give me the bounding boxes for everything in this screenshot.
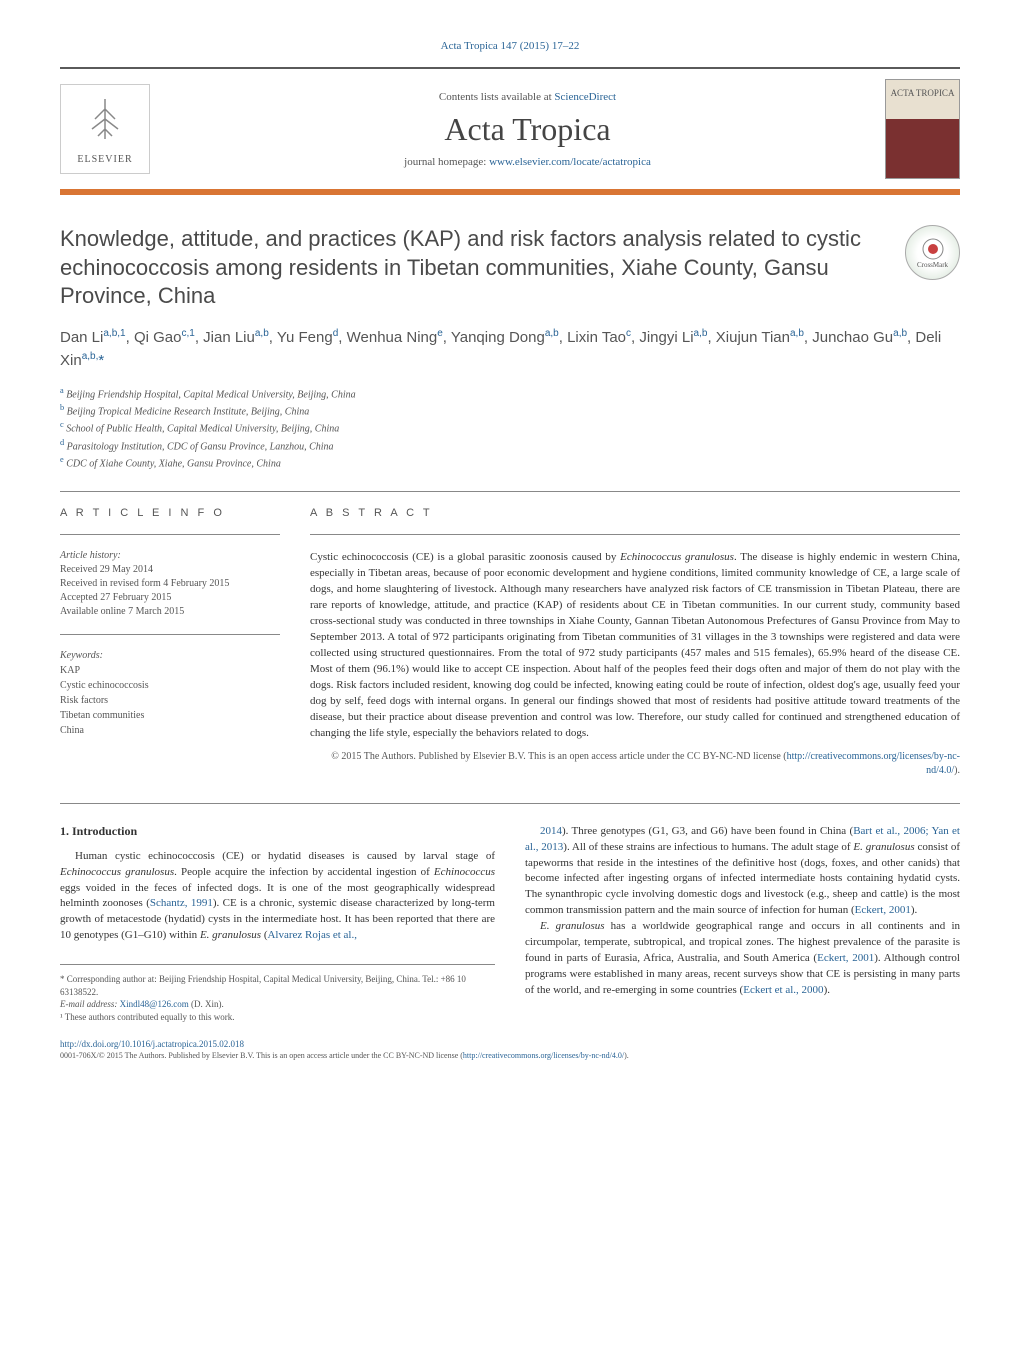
body-col-left: 1. Introduction Human cystic echinococco… (60, 824, 495, 1024)
doi-link[interactable]: http://dx.doi.org/10.1016/j.actatropica.… (60, 1039, 244, 1049)
email-note: E-mail address: Xindl48@126.com (D. Xin)… (60, 998, 495, 1011)
abstract-copyright: © 2015 The Authors. Published by Elsevie… (310, 750, 960, 778)
abstract-heading: A B S T R A C T (310, 507, 960, 519)
info-divider-1 (60, 534, 280, 535)
elsevier-text: ELSEVIER (77, 154, 132, 165)
affiliations: a Beijing Friendship Hospital, Capital M… (60, 385, 960, 472)
email-suffix: (D. Xin). (189, 999, 224, 1009)
email-link[interactable]: Xindl48@126.com (120, 999, 189, 1009)
history-heading: Article history: (60, 550, 280, 561)
footer-doi: http://dx.doi.org/10.1016/j.actatropica.… (60, 1039, 960, 1049)
affiliation-line: c School of Public Health, Capital Medic… (60, 419, 960, 436)
intro-para-3: E. granulosus has a worldwide geographic… (525, 919, 960, 999)
article-title: Knowledge, attitude, and practices (KAP)… (60, 225, 885, 311)
crossmark-label: CrossMark (917, 261, 948, 269)
banner-center: Contents lists available at ScienceDirec… (170, 91, 885, 168)
info-abstract-row: A R T I C L E I N F O Article history: R… (60, 507, 960, 777)
body-columns: 1. Introduction Human cystic echinococco… (60, 824, 960, 1024)
page-container: Acta Tropica 147 (2015) 17–22 ELSEVIER C… (0, 0, 1020, 1100)
intro-para-1: Human cystic echinococcosis (CE) or hyda… (60, 849, 495, 945)
journal-title: Acta Tropica (170, 111, 885, 148)
license-link[interactable]: http://creativecommons.org/licenses/by-n… (787, 751, 960, 776)
divider-bottom (60, 803, 960, 804)
elsevier-tree-icon (80, 94, 130, 154)
crossmark-icon (921, 237, 945, 261)
keywords-list: KAPCystic echinococcosisRisk factorsTibe… (60, 663, 280, 738)
homepage-line: journal homepage: www.elsevier.com/locat… (170, 156, 885, 168)
copyright-close: ). (954, 765, 960, 776)
sciencedirect-link[interactable]: ScienceDirect (554, 91, 616, 103)
abstract-divider (310, 534, 960, 535)
homepage-link[interactable]: www.elsevier.com/locate/actatropica (489, 156, 651, 168)
affiliation-line: e CDC of Xiahe County, Xiahe, Gansu Prov… (60, 454, 960, 471)
footer-copyright-prefix: 0001-706X/© 2015 The Authors. Published … (60, 1051, 463, 1060)
equal-contrib-note: ¹ These authors contributed equally to t… (60, 1011, 495, 1024)
article-info-heading: A R T I C L E I N F O (60, 507, 280, 519)
cover-label: ACTA TROPICA (886, 88, 959, 98)
citation-link[interactable]: Acta Tropica 147 (2015) 17–22 (441, 40, 580, 52)
copyright-prefix: © 2015 The Authors. Published by Elsevie… (331, 751, 786, 762)
affiliation-line: d Parasitology Institution, CDC of Gansu… (60, 437, 960, 454)
email-label: E-mail address: (60, 999, 120, 1009)
affiliation-line: b Beijing Tropical Medicine Research Ins… (60, 402, 960, 419)
history-lines: Received 29 May 2014Received in revised … (60, 563, 280, 619)
section-1-heading: 1. Introduction (60, 824, 495, 839)
contents-prefix: Contents lists available at (439, 91, 554, 103)
info-divider-2 (60, 634, 280, 635)
title-row: Knowledge, attitude, and practices (KAP)… (60, 225, 960, 311)
journal-banner: ELSEVIER Contents lists available at Sci… (60, 67, 960, 195)
body-col-right: 2014). Three genotypes (G1, G3, and G6) … (525, 824, 960, 1024)
footer-copyright: 0001-706X/© 2015 The Authors. Published … (60, 1051, 960, 1060)
homepage-prefix: journal homepage: (404, 156, 489, 168)
crossmark-badge[interactable]: CrossMark (905, 225, 960, 280)
footer-copyright-close: ). (624, 1051, 629, 1060)
affiliation-line: a Beijing Friendship Hospital, Capital M… (60, 385, 960, 402)
keywords-heading: Keywords: (60, 650, 280, 661)
divider-top (60, 491, 960, 492)
journal-cover: ACTA TROPICA (885, 79, 960, 179)
contents-line: Contents lists available at ScienceDirec… (170, 91, 885, 103)
article-info-column: A R T I C L E I N F O Article history: R… (60, 507, 280, 777)
elsevier-logo: ELSEVIER (60, 84, 150, 174)
corresponding-note: * Corresponding author at: Beijing Frien… (60, 973, 495, 998)
footer-license-link[interactable]: http://creativecommons.org/licenses/by-n… (463, 1051, 624, 1060)
abstract-text: Cystic echinococcosis (CE) is a global p… (310, 550, 960, 741)
footnotes: * Corresponding author at: Beijing Frien… (60, 964, 495, 1023)
authors-list: Dan Lia,b,1, Qi Gaoc,1, Jian Liua,b, Yu … (60, 326, 960, 373)
intro-para-2: 2014). Three genotypes (G1, G3, and G6) … (525, 824, 960, 920)
abstract-column: A B S T R A C T Cystic echinococcosis (C… (310, 507, 960, 777)
header-citation: Acta Tropica 147 (2015) 17–22 (60, 40, 960, 52)
